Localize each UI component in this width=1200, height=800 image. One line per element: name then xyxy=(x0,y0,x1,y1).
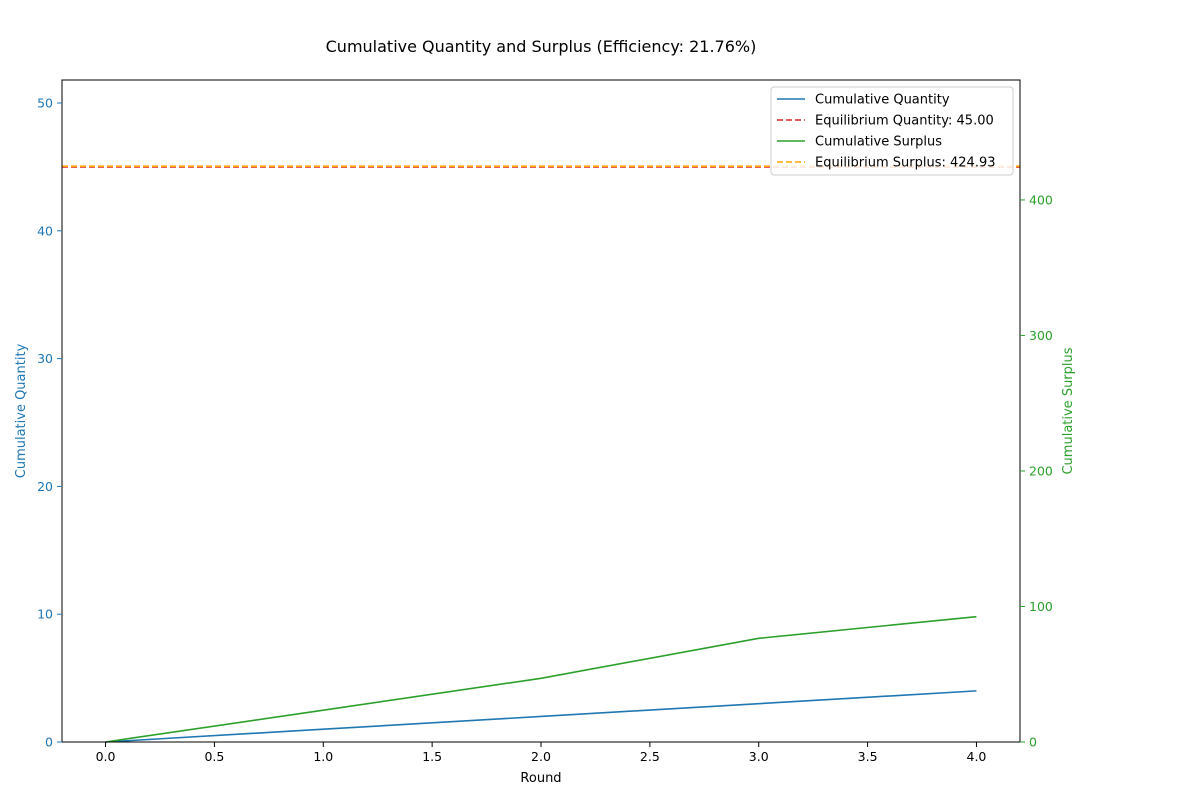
y-right-tick-label: 400 xyxy=(1029,192,1053,207)
plot-lines xyxy=(62,165,1020,743)
x-tick-label: 4.0 xyxy=(967,749,987,764)
legend-box xyxy=(770,86,1014,176)
legend-label: Equilibrium Quantity: 45.00 xyxy=(815,114,994,129)
y-left-tick-label: 10 xyxy=(37,607,53,622)
series-line xyxy=(105,615,977,743)
y-right-tick-label: 200 xyxy=(1029,463,1053,478)
x-tick-label: 1.5 xyxy=(422,749,442,764)
y-left-tick-label: 0 xyxy=(45,735,53,750)
y-left-tick-label: 50 xyxy=(37,96,53,111)
chart-title: Cumulative Quantity and Surplus (Efficie… xyxy=(326,37,757,56)
legend-label: Cumulative Surplus xyxy=(815,135,942,150)
y-axis-right-label: Cumulative Surplus xyxy=(1061,347,1076,474)
y-axis-left-label: Cumulative Quantity xyxy=(14,343,29,478)
x-tick-label: 2.0 xyxy=(531,749,551,764)
legend: Cumulative Quantity Equilibrium Quantity:… xyxy=(770,86,1014,176)
y-right-tick-label: 0 xyxy=(1029,735,1037,750)
y-axis-left: 0 10 20 30 40 50 xyxy=(37,96,62,750)
x-tick-label: 1.0 xyxy=(313,749,333,764)
x-tick-label: 0.0 xyxy=(96,749,116,764)
legend-label: Equilibrium Surplus: 424.93 xyxy=(815,156,996,171)
y-left-tick-label: 30 xyxy=(37,351,53,366)
y-left-tick-label: 20 xyxy=(37,479,53,494)
x-tick-label: 2.5 xyxy=(640,749,660,764)
x-axis-label: Round xyxy=(520,771,561,786)
series-line xyxy=(105,690,977,743)
x-tick-label: 3.0 xyxy=(749,749,769,764)
y-left-tick-label: 40 xyxy=(37,223,53,238)
x-tick-label: 0.5 xyxy=(204,749,224,764)
plot-frame xyxy=(61,79,1021,743)
y-right-tick-label: 300 xyxy=(1029,328,1053,343)
legend-label: Cumulative Quantity xyxy=(815,93,950,108)
y-right-tick-label: 100 xyxy=(1029,599,1053,614)
x-axis: 0.0 0.5 1.0 1.5 2.0 2.5 3.0 3.5 4.0 xyxy=(96,742,987,764)
x-tick-label: 3.5 xyxy=(858,749,878,764)
y-axis-right: 0 100 200 300 400 xyxy=(1020,192,1053,750)
